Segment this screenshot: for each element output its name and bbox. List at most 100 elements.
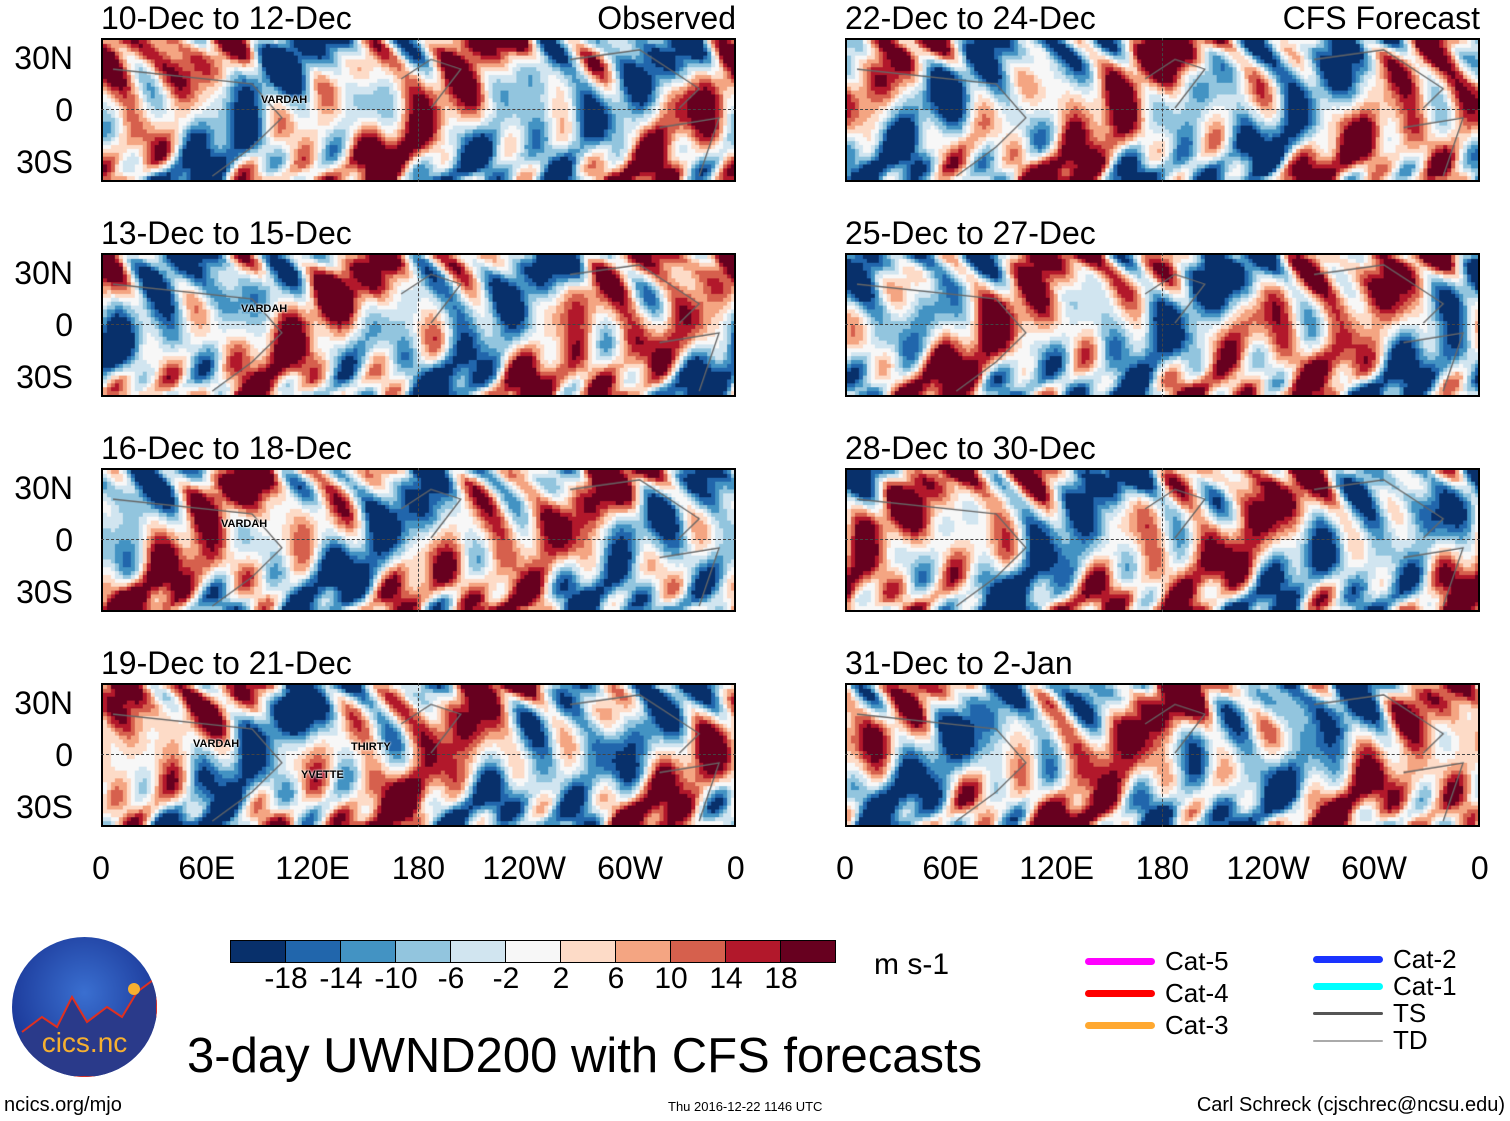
panel-title: 28-Dec to 30-Dec	[845, 430, 1096, 466]
dateline	[418, 253, 419, 397]
legend-item: Cat-1	[1313, 971, 1457, 1002]
panel-title: 22-Dec to 24-Dec	[845, 0, 1096, 36]
panel-source-label: CFS Forecast	[1282, 0, 1480, 36]
storm-label: VARDAH	[261, 94, 308, 106]
source-url[interactable]: ncics.org/mjo	[4, 1094, 122, 1116]
lon-label: 180	[1135, 850, 1190, 886]
legend-label: Cat-3	[1165, 1010, 1229, 1040]
legend-label: TD	[1393, 1025, 1428, 1055]
colorbar-tick-label: -2	[492, 962, 520, 995]
lon-label: 0	[1470, 850, 1489, 886]
colorbar-tick-label: -14	[319, 962, 363, 995]
map-panel: 19-Dec to 21-Dec 30N 0 30S VARDAH THIRTY YVET…	[14, 645, 736, 827]
colorbar-tick-label: 18	[764, 962, 798, 995]
panel-title: 19-Dec to 21-Dec	[101, 645, 352, 681]
lat-label: 30S	[16, 574, 73, 610]
lat-label: 30N	[14, 685, 73, 721]
legend-item: TS	[1313, 998, 1426, 1029]
panel-title: 13-Dec to 15-Dec	[101, 215, 352, 251]
lon-label: 60E	[178, 850, 236, 886]
colorbar-swatch	[616, 941, 671, 962]
storm-label: YVETTE	[301, 769, 344, 781]
storm-label: VARDAH	[193, 738, 240, 750]
colorbar-swatch	[671, 941, 726, 962]
lon-label: 60W	[597, 850, 663, 886]
colorbar-swatch	[286, 941, 341, 962]
colorbar-tick-label: 2	[552, 962, 570, 995]
storm-label: VARDAH	[221, 518, 268, 530]
colorbar-swatch	[561, 941, 616, 962]
panel-title: 16-Dec to 18-Dec	[101, 430, 352, 466]
legend-line-icon	[1313, 956, 1383, 963]
colorbar-swatch	[726, 941, 781, 962]
lon-label: 180	[391, 850, 446, 886]
colorbar-tick-label: -6	[437, 962, 465, 995]
cics-logo: cics.nc	[12, 937, 157, 1077]
map-panel: 10-Dec to 12-Dec Observed 30N 0 30S VARDAH	[14, 0, 736, 182]
lat-label: 30S	[16, 359, 73, 395]
lon-label: 0	[726, 850, 745, 886]
legend-item: Cat-5	[1085, 946, 1229, 977]
map-panel: 31-Dec to 2-Jan	[845, 645, 1480, 827]
lat-label: 0	[55, 92, 73, 128]
colorbar-swatch	[506, 941, 561, 962]
legend-line-icon	[1085, 1022, 1155, 1029]
dateline	[1162, 683, 1163, 827]
panel-title: 31-Dec to 2-Jan	[845, 645, 1073, 681]
lat-label: 30S	[16, 789, 73, 825]
legend-label: Cat-5	[1165, 946, 1229, 976]
lat-label: 0	[55, 522, 73, 558]
colorbar-tick-label: 6	[607, 962, 625, 995]
legend-label: Cat-2	[1393, 944, 1457, 974]
figure-title: 3-day UWND200 with CFS forecasts	[187, 1029, 983, 1083]
colorbar-tick-label: -10	[374, 962, 418, 995]
colorbar-tick-label: 10	[654, 962, 688, 995]
lat-label: 30N	[14, 40, 73, 76]
lat-label: 0	[55, 737, 73, 773]
map-panel: 28-Dec to 30-Dec	[845, 430, 1480, 612]
lon-label: 120E	[275, 850, 350, 886]
panel-title: 25-Dec to 27-Dec	[845, 215, 1096, 251]
colorbar-swatch	[781, 941, 835, 962]
colorbar-swatch	[451, 941, 506, 962]
lon-label: 0	[92, 850, 110, 886]
lat-label: 30N	[14, 255, 73, 291]
lon-label: 60W	[1341, 850, 1407, 886]
lat-label: 30N	[14, 470, 73, 506]
lon-label: 120W	[482, 850, 566, 886]
storm-label: THIRTY	[351, 741, 391, 753]
legend-line-icon	[1085, 990, 1155, 997]
map-panel: 22-Dec to 24-Dec CFS Forecast	[845, 0, 1480, 182]
map-panel: 25-Dec to 27-Dec	[845, 215, 1480, 397]
lon-label: 120E	[1019, 850, 1094, 886]
colorbar-tick-label: 14	[709, 962, 743, 995]
panel-source-label: Observed	[597, 0, 736, 36]
colorbar	[230, 940, 836, 963]
units-label: m s-1	[874, 948, 949, 981]
legend-label: Cat-1	[1393, 971, 1457, 1001]
storm-label: VARDAH	[241, 303, 288, 315]
dateline	[418, 683, 419, 827]
legend-line-icon	[1313, 1039, 1383, 1042]
author-credit: Carl Schreck (cjschrec@ncsu.edu)	[1196, 1094, 1505, 1116]
legend-line-icon	[1313, 1012, 1383, 1015]
dateline	[1162, 468, 1163, 612]
legend-item: Cat-3	[1085, 1010, 1229, 1041]
dateline	[418, 38, 419, 182]
legend-item: Cat-4	[1085, 978, 1229, 1009]
dateline	[1162, 253, 1163, 397]
colorbar-swatch	[396, 941, 451, 962]
lon-label: 0	[836, 850, 854, 886]
lon-label: 120W	[1226, 850, 1310, 886]
lat-label: 0	[55, 307, 73, 343]
dateline	[418, 468, 419, 612]
map-panel: 13-Dec to 15-Dec 30N 0 30S VARDAH	[14, 215, 736, 397]
map-panel: 16-Dec to 18-Dec 30N 0 30S VARDAH	[14, 430, 736, 612]
legend-line-icon	[1085, 958, 1155, 965]
colorbar-swatch	[231, 941, 286, 962]
legend-label: Cat-4	[1165, 978, 1229, 1008]
legend-item: Cat-2	[1313, 944, 1457, 975]
legend-line-icon	[1313, 983, 1383, 990]
timestamp: Thu 2016-12-22 1146 UTC	[668, 1099, 823, 1114]
legend-label: TS	[1393, 998, 1427, 1028]
